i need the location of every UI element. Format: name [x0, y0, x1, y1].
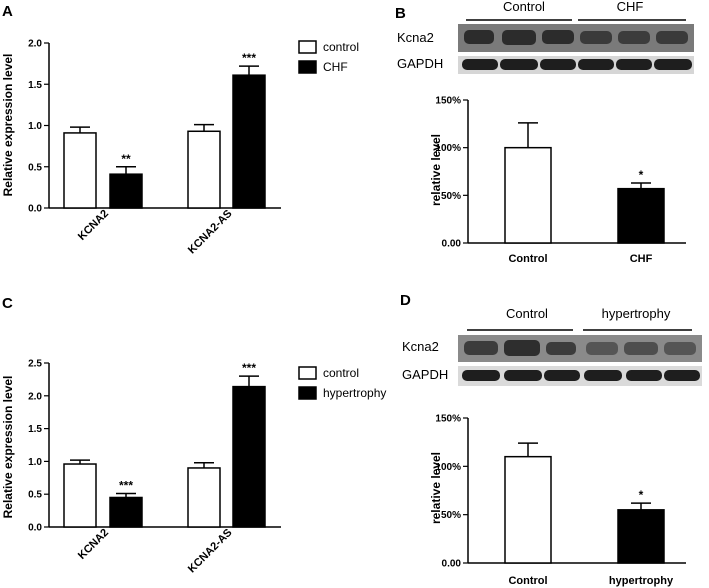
- c-y-tick-label: 2.0: [28, 391, 42, 402]
- blot-b-kcna2-bands: [464, 30, 688, 45]
- b-y-tick-label: 0.00: [442, 239, 462, 250]
- blot-d-row-gapdh: GAPDH: [402, 367, 448, 382]
- c-legend-label: hypertrophy: [323, 386, 386, 400]
- b-significance-label: *: [639, 168, 644, 182]
- c-y-tick-label: 0.5: [28, 490, 42, 501]
- western-blot-d: Control hypertrophy Kcna2 GAPDH: [402, 306, 702, 386]
- blot-b-kcna2-strip: [458, 24, 694, 52]
- b-y-axis-label: relative level: [429, 134, 443, 206]
- d-y-axis-label: relative level: [429, 452, 443, 524]
- panel-letter-b: B: [395, 5, 406, 22]
- d-y-tick-label: 100%: [435, 462, 461, 473]
- c-bar: [187, 467, 221, 528]
- b-y-tick-label: 150%: [435, 96, 461, 107]
- b-category-label: CHF: [630, 253, 653, 265]
- a-y-axis-label: Relative expression level: [1, 54, 15, 197]
- blot-d-kcna2-bands: [464, 340, 696, 356]
- western-blot-b: Control CHF Kcna2 GAPDH: [397, 0, 694, 74]
- c-category-label: KCNA2: [76, 527, 111, 562]
- blot-b-group-control: Control: [503, 0, 545, 14]
- a-legend-label: control: [323, 40, 359, 54]
- blot-d-gapdh-bands: [462, 370, 700, 381]
- a-y-tick-label: 1.5: [28, 80, 42, 91]
- d-bar: [617, 509, 665, 564]
- panel-letter-a: A: [2, 3, 13, 20]
- chart-c: 0.0 0.5 1.0 1.5 2.0 2.5 Relative expression le…: [1, 359, 386, 576]
- a-y-tick-label: 0.0: [28, 204, 42, 215]
- chart-d: 0.00 50% 100% 150% relative level Control * hyp…: [429, 414, 686, 587]
- a-category-label: KCNA2-AS: [186, 208, 235, 257]
- b-y-tick-label: 50%: [441, 191, 461, 202]
- panel-letter-c: C: [2, 295, 13, 312]
- a-y-tick-label: 1.0: [28, 121, 42, 132]
- c-y-tick-label: 1.0: [28, 457, 42, 468]
- d-significance-label: *: [639, 488, 644, 502]
- d-y-tick-label: 150%: [435, 414, 461, 425]
- c-significance-label: ***: [242, 361, 256, 375]
- b-y-tick-label: 100%: [435, 143, 461, 154]
- c-y-tick-label: 0.0: [28, 523, 42, 534]
- b-category-label: Control: [508, 253, 547, 265]
- a-legend-swatch: [298, 40, 317, 54]
- d-category-label: hypertrophy: [609, 575, 674, 587]
- a-y-tick-label: 0.5: [28, 162, 42, 173]
- c-category-label: KCNA2-AS: [186, 527, 235, 576]
- a-bar: [187, 130, 221, 209]
- a-bar: [232, 74, 266, 209]
- chart-a: 0.0 0.5 1.0 1.5 2.0 Relative expression level…: [1, 39, 359, 257]
- blot-d-group-hypertrophy: hypertrophy: [602, 306, 671, 321]
- d-y-tick-label: 0.00: [442, 559, 462, 570]
- chart-b: 0.00 50% 100% 150% relative level Control * CHF: [429, 96, 686, 265]
- d-bar: [504, 455, 552, 564]
- blot-d-row-kcna2: Kcna2: [402, 339, 439, 354]
- a-significance-label: ***: [242, 51, 256, 65]
- blot-b-row-gapdh: GAPDH: [397, 56, 443, 71]
- d-category-label: Control: [508, 575, 547, 587]
- a-legend-label: CHF: [323, 60, 348, 74]
- c-significance-label: ***: [119, 479, 133, 493]
- a-legend-swatch: [298, 60, 317, 74]
- blot-d-group-control: Control: [506, 306, 548, 321]
- c-bar: [63, 463, 97, 528]
- b-bar: [617, 187, 665, 244]
- c-y-tick-label: 2.5: [28, 359, 42, 370]
- c-bar: [232, 385, 266, 528]
- d-y-tick-label: 50%: [441, 510, 461, 521]
- panel-letter-d: D: [400, 292, 411, 309]
- c-legend-label: control: [323, 366, 359, 380]
- blot-b-row-kcna2: Kcna2: [397, 30, 434, 45]
- c-legend-swatch: [298, 366, 317, 380]
- blot-d-kcna2-strip: [458, 335, 702, 362]
- blot-b-group-chf: CHF: [617, 0, 644, 14]
- c-bar: [109, 496, 143, 528]
- b-bar: [504, 146, 552, 244]
- c-y-tick-label: 1.5: [28, 424, 42, 435]
- a-significance-label: **: [121, 152, 131, 166]
- c-legend-swatch: [298, 386, 317, 400]
- blot-b-gapdh-bands: [462, 59, 692, 70]
- a-bar: [109, 173, 143, 209]
- a-bar: [63, 132, 97, 209]
- a-y-tick-label: 2.0: [28, 39, 42, 50]
- c-y-axis-label: Relative expression level: [1, 376, 15, 519]
- a-category-label: KCNA2: [76, 208, 111, 243]
